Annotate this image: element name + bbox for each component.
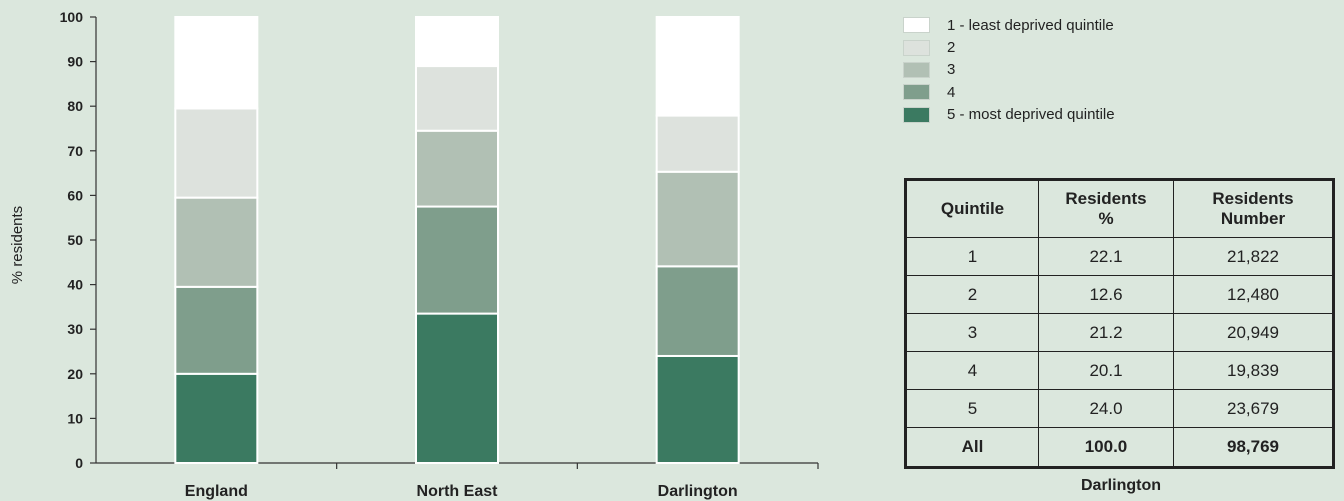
- y-tick-label: 30: [67, 321, 83, 337]
- cell-quintile: 2: [905, 275, 1039, 314]
- table-total-row: All 100.0 98,769: [905, 427, 1334, 468]
- y-tick-label: 70: [67, 143, 83, 159]
- table-row: 2 12.6 12,480: [905, 275, 1334, 314]
- cell-quintile: 4: [905, 351, 1039, 390]
- table-caption: Darlington: [1081, 477, 1161, 494]
- residents-table: Quintile Residents% Residents Number 1 22…: [904, 178, 1335, 469]
- legend-swatch-3: [903, 61, 930, 78]
- stacked-bar-chart: % residents 0 10 20 30 40 50 60 70 80 90 100 Engla…: [9, 9, 819, 500]
- bar-segment: [655, 114, 740, 173]
- table-row: 3 21.2 20,949: [905, 313, 1334, 352]
- legend-label-5: 5 - most deprived quintile: [947, 106, 1115, 124]
- cell-total-number: 98,769: [1173, 427, 1334, 468]
- bar-segment: [655, 354, 740, 464]
- table-row: 5 24.0 23,679: [905, 389, 1334, 428]
- cell-quintile: 3: [905, 313, 1039, 352]
- y-tick-label: 80: [67, 98, 83, 114]
- cell-number: 23,679: [1173, 389, 1334, 428]
- bar-segment: [415, 16, 499, 68]
- legend-label-3: 3: [947, 61, 956, 79]
- bar-segment: [174, 196, 259, 288]
- y-tick-label: 50: [67, 232, 83, 248]
- legend-label-4: 4: [947, 83, 956, 101]
- x-category-label: Darlington: [658, 483, 738, 500]
- y-tick-label: 10: [67, 410, 83, 426]
- cell-number: 19,839: [1173, 351, 1334, 390]
- bar-segment: [415, 129, 499, 208]
- legend-swatch-4: [903, 84, 930, 101]
- cell-percent: 21.2: [1038, 313, 1174, 352]
- y-tick-label: 60: [67, 187, 83, 203]
- bar-segment: [174, 285, 259, 375]
- bar-segment: [415, 205, 499, 315]
- legend-item-3: 3: [903, 59, 1115, 81]
- legend-item-4: 4: [903, 81, 1115, 103]
- table-header-row: Quintile Residents% Residents Number: [905, 179, 1334, 238]
- x-axis-labels: England North East Darlington: [185, 483, 738, 500]
- y-tick-label: 20: [67, 366, 83, 382]
- x-category-label: North East: [417, 483, 499, 500]
- header-residents-percent: Residents%: [1038, 179, 1174, 238]
- cell-percent: 24.0: [1038, 389, 1174, 428]
- bar-segment: [174, 372, 259, 464]
- y-tick-label: 100: [60, 9, 84, 25]
- legend-item-2: 2: [903, 36, 1115, 58]
- table-row: 4 20.1 19,839: [905, 351, 1334, 390]
- bars: [174, 16, 740, 464]
- cell-total-label: All: [905, 427, 1039, 468]
- bar-segment: [415, 312, 499, 464]
- header-quintile: Quintile: [905, 179, 1039, 238]
- x-category-label: England: [185, 483, 248, 500]
- y-tick-label: 0: [75, 455, 83, 471]
- bar-segment: [655, 170, 740, 268]
- cell-quintile: 1: [905, 237, 1039, 276]
- cell-number: 12,480: [1173, 275, 1334, 314]
- cell-total-percent: 100.0: [1038, 427, 1174, 468]
- table-row: 1 22.1 21,822: [905, 237, 1334, 276]
- y-tick-label: 90: [67, 54, 83, 70]
- cell-percent: 20.1: [1038, 351, 1174, 390]
- bar-segment: [655, 265, 740, 357]
- y-axis-title: % residents: [9, 206, 26, 284]
- cell-percent: 12.6: [1038, 275, 1174, 314]
- legend-label-1: 1 - least deprived quintile: [947, 16, 1114, 34]
- legend-swatch-5: [903, 106, 930, 123]
- legend-swatch-2: [903, 39, 930, 56]
- cell-percent: 22.1: [1038, 237, 1174, 276]
- legend-swatch-1: [903, 17, 930, 34]
- header-residents-number: Residents Number: [1173, 179, 1334, 238]
- cell-number: 21,822: [1173, 237, 1334, 276]
- legend-label-2: 2: [947, 39, 956, 57]
- y-tick-label: 40: [67, 277, 83, 293]
- bar-segment: [415, 65, 499, 132]
- legend-item-5: 5 - most deprived quintile: [903, 104, 1115, 126]
- bar-segment: [174, 16, 259, 110]
- bar-segment: [174, 107, 259, 199]
- legend-item-1: 1 - least deprived quintile: [903, 14, 1115, 36]
- cell-quintile: 5: [905, 389, 1039, 428]
- cell-number: 20,949: [1173, 313, 1334, 352]
- bar-segment: [655, 16, 740, 117]
- legend: 1 - least deprived quintile 2 3 4 5 - mo…: [903, 14, 1115, 126]
